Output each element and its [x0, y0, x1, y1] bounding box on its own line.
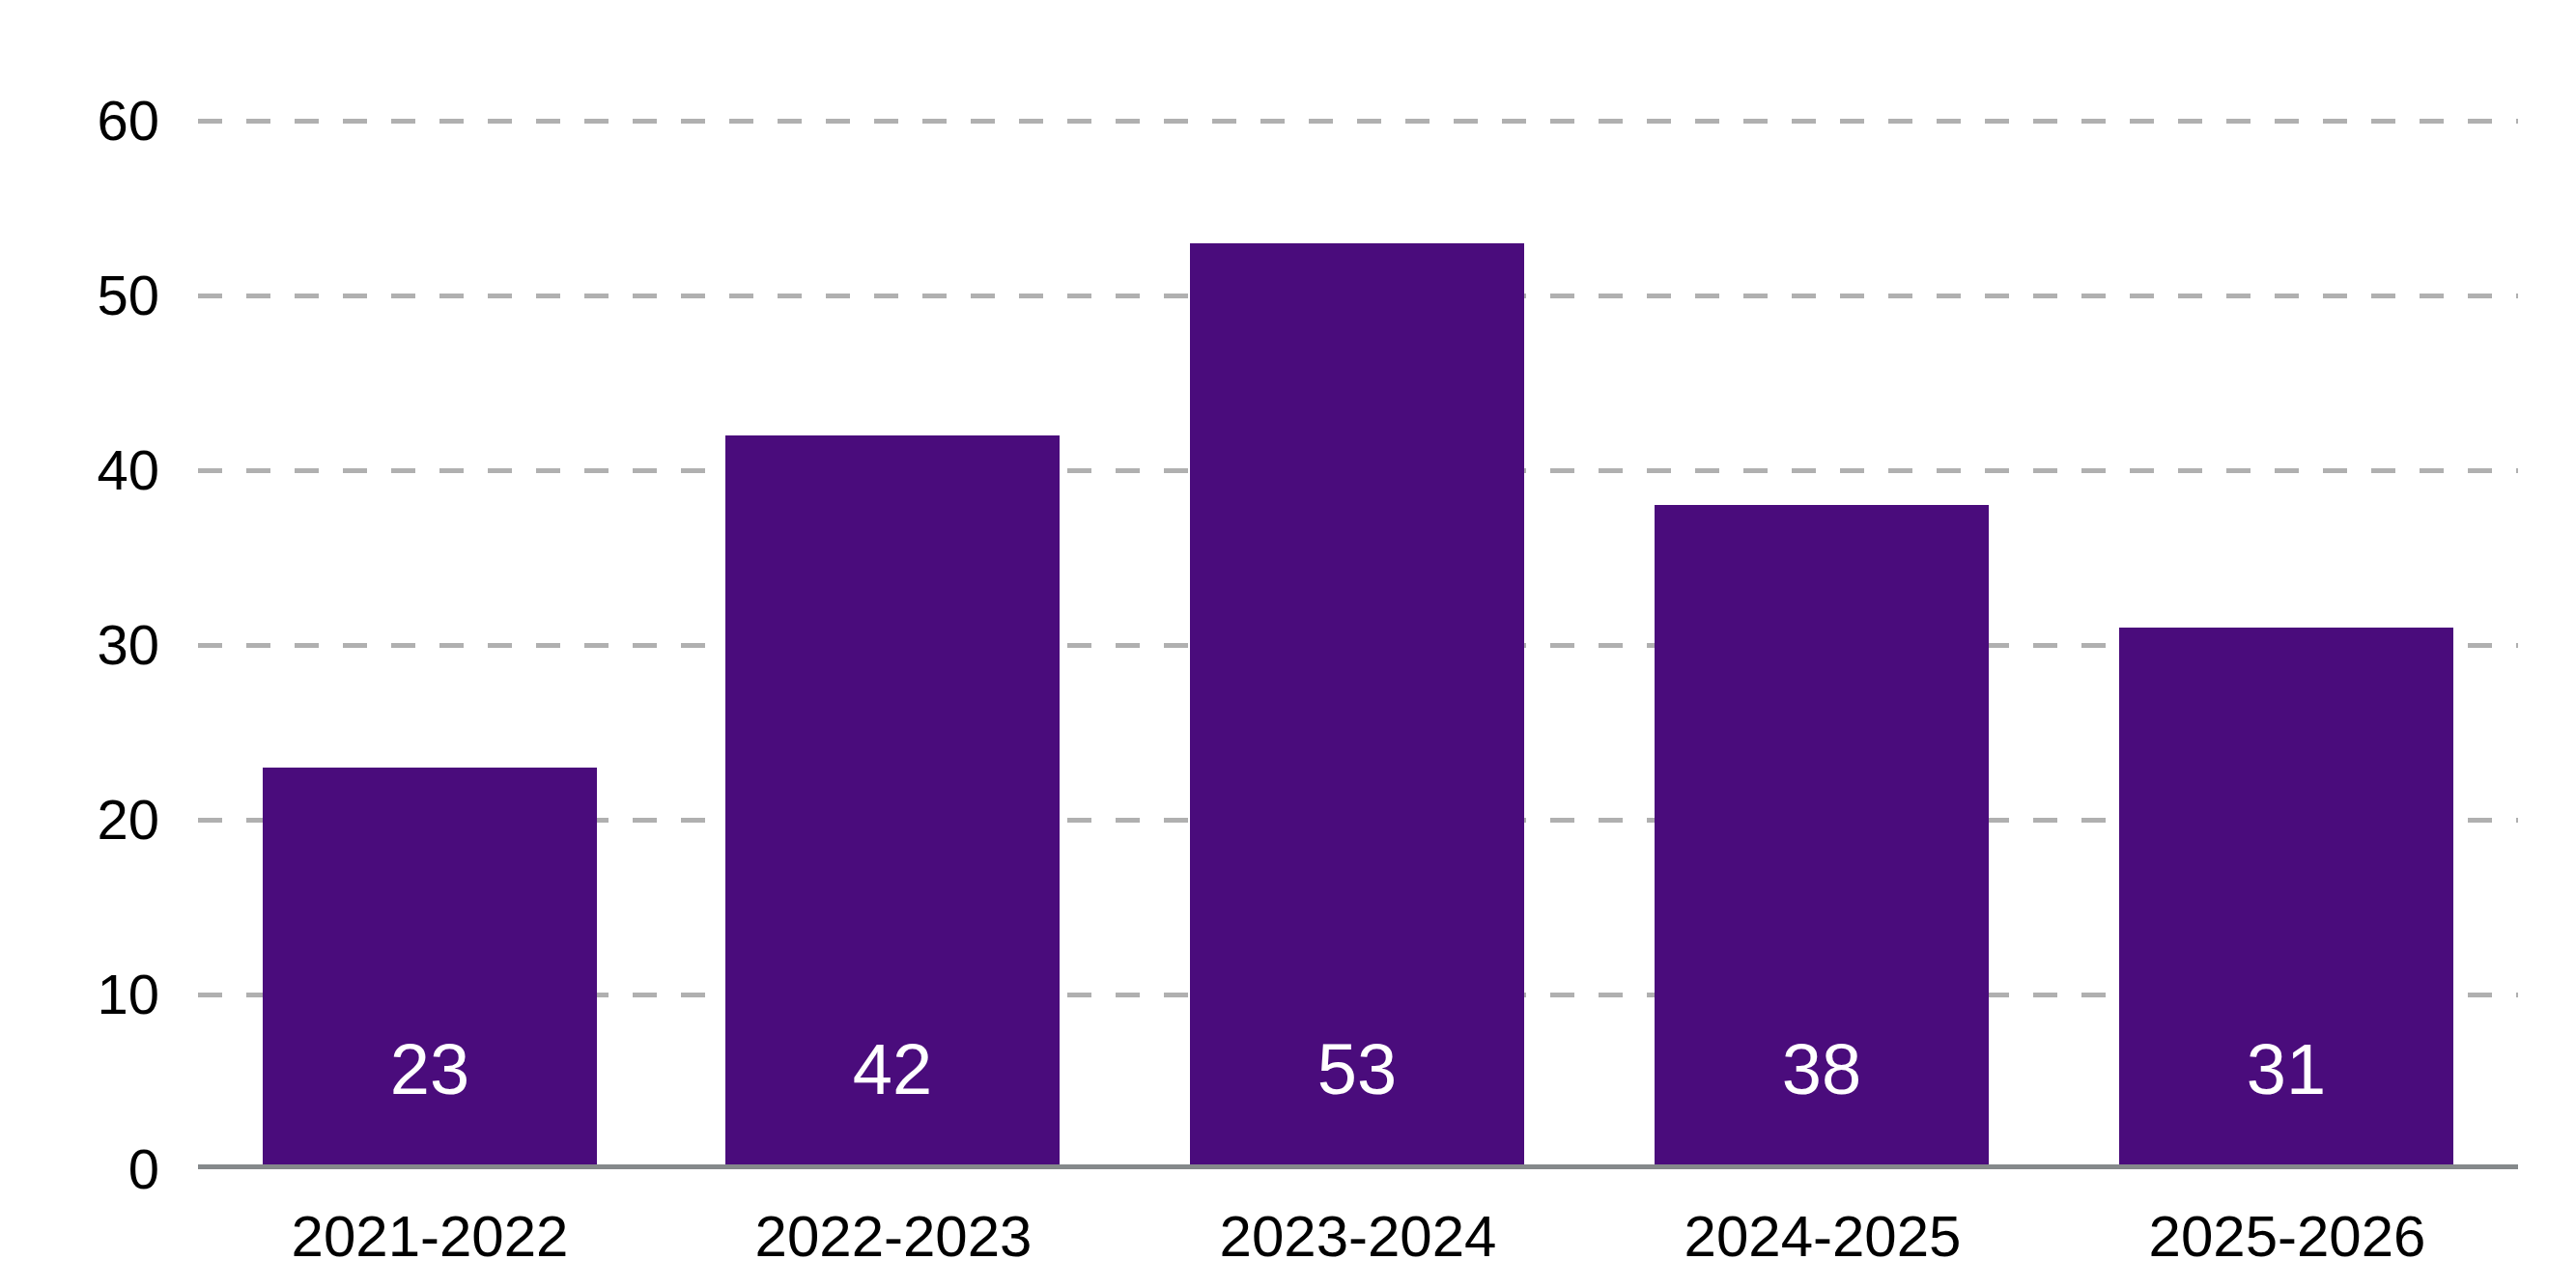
bar-2021-2022: 23: [263, 768, 597, 1169]
x-tick-label-2025-2026: 2025-2026: [2055, 1208, 2519, 1266]
bar-2024-2025: 38: [1655, 505, 1989, 1169]
bar-value-label: 31: [2119, 1034, 2453, 1106]
bar-value-label: 23: [263, 1034, 597, 1106]
y-tick-label-50: 50: [0, 267, 159, 323]
bar-value-label: 53: [1190, 1034, 1524, 1106]
bar-value-label: 38: [1655, 1034, 1989, 1106]
y-tick-label-0: 0: [0, 1141, 159, 1197]
bar-2023-2024: 53: [1190, 243, 1524, 1169]
x-tick-label-2023-2024: 2023-2024: [1126, 1208, 1590, 1266]
x-tick-label-2024-2025: 2024-2025: [1591, 1208, 2054, 1266]
y-tick-label-60: 60: [0, 93, 159, 149]
x-tick-label-2022-2023: 2022-2023: [662, 1208, 1125, 1266]
y-tick-label-30: 30: [0, 617, 159, 673]
x-axis-line: [198, 1164, 2518, 1169]
y-tick-label-10: 10: [0, 966, 159, 1022]
y-tick-label-20: 20: [0, 792, 159, 848]
gridline-60: [198, 119, 2518, 124]
bar-chart: 60 50 40 30 20 10 0 23 42 53 38 31 2021-…: [0, 0, 2576, 1288]
bar-2022-2023: 42: [725, 435, 1060, 1169]
y-tick-label-40: 40: [0, 442, 159, 498]
bar-2025-2026: 31: [2119, 628, 2453, 1169]
x-tick-label-2021-2022: 2021-2022: [198, 1208, 662, 1266]
bar-value-label: 42: [725, 1034, 1060, 1106]
